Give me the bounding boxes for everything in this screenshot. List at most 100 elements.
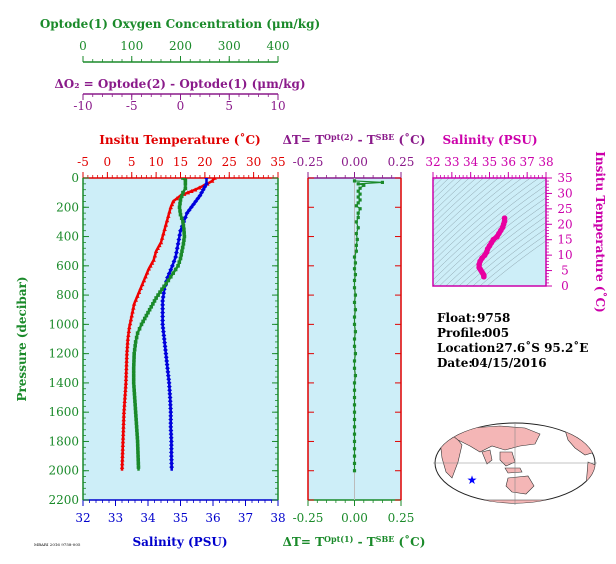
salinity-point bbox=[182, 215, 188, 220]
ts-temperature-tick-label: 30 bbox=[557, 186, 572, 200]
main-profile-plot: -5 0 5 10 15 20 25 30 35 32 33 34 35 36 37 38 0 200 400 6… bbox=[48, 155, 285, 525]
salinity-point bbox=[168, 402, 173, 408]
salinity-point bbox=[177, 232, 183, 238]
salinity-point bbox=[160, 325, 166, 331]
temperature-point bbox=[169, 202, 175, 207]
temperature-point bbox=[136, 289, 142, 294]
salinity-point bbox=[204, 181, 209, 187]
temperature-point bbox=[123, 377, 129, 382]
delta-t-bottom-label: ΔT= TOpt(1) - TSBE (˚C) bbox=[283, 534, 426, 549]
temperature-point bbox=[170, 199, 176, 204]
salinity-point bbox=[168, 409, 174, 415]
salinity-point bbox=[166, 271, 172, 277]
pressure-tick-label: 800 bbox=[56, 288, 79, 302]
oxygen-point bbox=[177, 205, 182, 210]
salinity-point bbox=[165, 365, 170, 371]
pressure-tick-label: 1000 bbox=[48, 317, 79, 331]
ts-temperature-tick-label: 10 bbox=[557, 248, 572, 262]
oxygen-point bbox=[178, 201, 182, 206]
oxygen-point bbox=[142, 316, 147, 321]
world-map: ★ bbox=[433, 422, 597, 505]
oxygen-point bbox=[132, 355, 136, 360]
salinity-point bbox=[174, 245, 180, 251]
oxygen-point bbox=[154, 296, 158, 300]
delta-t-point bbox=[352, 417, 357, 422]
delta-t-point bbox=[356, 195, 360, 199]
temperature-point bbox=[161, 231, 166, 236]
oxygen-point bbox=[134, 425, 139, 429]
temperature-point bbox=[146, 266, 152, 271]
delta-o2-axis-label: ΔO₂ = Optode(2) - Optode(1) (μm/kg) bbox=[54, 77, 305, 91]
oxygen-point bbox=[134, 421, 139, 425]
oxygen-point bbox=[131, 366, 136, 371]
salinity-point bbox=[171, 259, 177, 264]
ts-temperature-tick-label: 15 bbox=[557, 233, 572, 247]
oxygen-point bbox=[182, 238, 186, 243]
temperature-point bbox=[196, 185, 202, 190]
oxygen-point bbox=[131, 373, 136, 378]
oxygen-point bbox=[132, 359, 136, 363]
delta-t-point bbox=[352, 410, 357, 414]
delta-t-point bbox=[352, 439, 357, 444]
oxygen-tick-label: 0 bbox=[79, 39, 87, 53]
salinity-point bbox=[168, 420, 174, 426]
temperature-point bbox=[120, 439, 126, 444]
delta-t-point bbox=[352, 267, 357, 271]
delta-t-point bbox=[352, 425, 357, 429]
oxygen-point bbox=[156, 293, 160, 297]
temperature-point bbox=[123, 388, 128, 393]
pressure-tick-label: 1600 bbox=[48, 405, 79, 419]
temperature-point bbox=[149, 260, 155, 265]
temperature-point bbox=[121, 420, 126, 425]
pressure-tick-label: 1800 bbox=[48, 434, 79, 448]
pressure-tick-label: 200 bbox=[56, 200, 79, 214]
temperature-tick-label: 15 bbox=[173, 155, 188, 169]
delta-t-point bbox=[352, 469, 357, 473]
oxygen-point bbox=[141, 319, 145, 324]
pressure-tick-label: 400 bbox=[56, 230, 79, 244]
salinity-point bbox=[166, 376, 172, 382]
oxygen-point bbox=[137, 326, 142, 331]
salinity-point bbox=[197, 193, 203, 198]
salinity-point bbox=[169, 461, 174, 466]
salinity-point bbox=[166, 380, 172, 386]
svg-text:Float:9758: Float:9758 bbox=[437, 311, 510, 325]
temperature-point bbox=[122, 391, 128, 396]
temperature-point bbox=[125, 340, 130, 345]
temperature-point bbox=[192, 187, 198, 192]
delta-t-top-tick-label: -0.25 bbox=[293, 155, 324, 169]
temperature-tick-label: 10 bbox=[148, 155, 163, 169]
salinity-point bbox=[176, 237, 182, 242]
delta-t-point bbox=[354, 220, 358, 224]
oxygen-point bbox=[147, 307, 152, 312]
oxygen-point bbox=[135, 439, 140, 444]
salinity-tick-label: 38 bbox=[270, 511, 285, 525]
delta-t-plot: -0.25 -0.25 0.00 0.00 0.25 0.25 bbox=[293, 155, 415, 525]
pressure-tick-label: 2200 bbox=[48, 493, 79, 507]
oxygen-point bbox=[132, 388, 136, 393]
salinity-point bbox=[163, 354, 169, 360]
oxygen-point bbox=[132, 347, 137, 352]
delta-t-top-label: ΔT= TOpt(2) - TSBE (˚C) bbox=[283, 132, 426, 147]
oxygen-point bbox=[131, 370, 136, 374]
oxygen-point bbox=[133, 410, 138, 414]
delta-t-point bbox=[352, 359, 357, 363]
temperature-point bbox=[174, 196, 180, 201]
temperature-point bbox=[135, 293, 140, 298]
salinity-point bbox=[161, 329, 166, 335]
salinity-point bbox=[169, 464, 175, 470]
temperature-point bbox=[168, 205, 173, 210]
ts-temperature-tick-label: 5 bbox=[561, 264, 569, 278]
temperature-point bbox=[185, 190, 191, 195]
oxygen-point bbox=[183, 178, 188, 182]
ts-temperature-tick-label: 35 bbox=[557, 171, 572, 185]
oxygen-point bbox=[181, 190, 185, 195]
delta-o2-tick-label: 5 bbox=[225, 99, 233, 113]
oxygen-point bbox=[144, 313, 149, 318]
ts-temperature-tick-label: 25 bbox=[557, 202, 572, 216]
oxygen-point bbox=[164, 281, 168, 286]
temperature-point bbox=[119, 464, 125, 469]
temperature-point bbox=[163, 222, 169, 227]
salinity-point bbox=[164, 362, 170, 368]
